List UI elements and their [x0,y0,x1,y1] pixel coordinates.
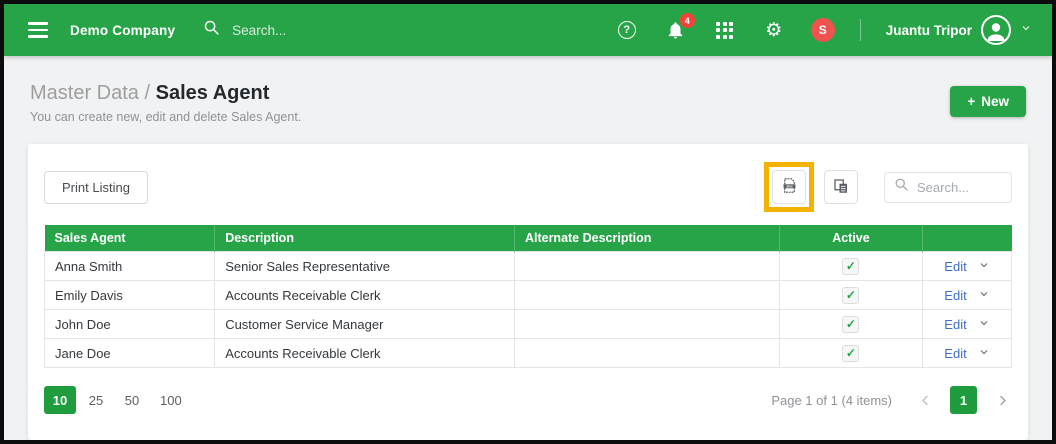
table-row: John Doe Customer Service Manager ✓ Edit [43,309,1012,339]
chevron-down-icon[interactable] [978,346,990,361]
new-button-label: New [981,94,1009,109]
avatar [981,15,1011,45]
page-size-25[interactable]: 25 [80,386,112,414]
table-row: Jane Doe Accounts Receivable Clerk ✓ Edi… [43,338,1012,368]
pagination-bar: 10 25 50 100 Page 1 of 1 (4 items) 1 [44,386,1012,414]
apps-grid-icon[interactable] [713,18,737,42]
cell-sales-agent: Anna Smith [43,251,216,281]
pager: Page 1 of 1 (4 items) 1 [771,386,1012,414]
notification-count-badge: 4 [679,13,695,28]
topbar-actions: ? 4 ⚙ S Juantu Tripor [615,13,1032,45]
sales-agent-table: Sales Agent Description Alternate Descri… [43,225,1012,368]
cell-alternate-description [513,280,780,310]
listing-card: Print Listing xlsx [28,144,1028,440]
page-number-button[interactable]: 1 [950,386,977,414]
breadcrumb-separator: / [144,82,151,104]
column-header-sales-agent[interactable]: Sales Agent [44,225,216,252]
cell-alternate-description [513,251,780,281]
chevron-down-icon[interactable] [978,288,990,303]
table-search-input[interactable] [917,179,1002,195]
table-search [884,171,1012,203]
column-header-active[interactable]: Active [779,225,924,252]
cell-description: Accounts Receivable Clerk [214,280,515,310]
export-highlight-ring: xlsx [764,162,814,212]
column-header-description[interactable]: Description [214,225,515,252]
table-header-row: Sales Agent Description Alternate Descri… [44,225,1012,252]
cell-sales-agent: John Doe [43,309,216,339]
table-row: Emily Davis Accounts Receivable Clerk ✓ … [43,280,1012,310]
page-content: Master Data / Sales Agent You can create… [4,56,1052,440]
top-navbar: Demo Company ? 4 ⚙ S Juantu Tripor [4,4,1052,56]
active-checkmark-icon: ✓ [842,315,860,333]
page-size-100[interactable]: 100 [152,386,190,414]
copy-icon [832,177,850,198]
cell-description: Customer Service Manager [214,309,515,339]
edit-link[interactable]: Edit [944,258,967,274]
chevron-left-icon[interactable] [915,387,935,413]
breadcrumb: Master Data / Sales Agent [30,82,301,105]
global-search [203,19,393,41]
column-header-actions [922,225,1012,252]
workspace-badge[interactable]: S [810,18,835,42]
page-size-50[interactable]: 50 [116,386,148,414]
excel-export-icon: xlsx [780,176,799,198]
global-search-input[interactable] [232,22,393,38]
chevron-down-icon[interactable] [978,317,990,332]
edit-link[interactable]: Edit [944,316,967,332]
search-icon [203,19,220,41]
active-checkmark-icon: ✓ [842,257,860,275]
user-menu[interactable]: Juantu Tripor [886,15,1032,45]
page-title: Sales Agent [155,82,270,104]
hamburger-menu-icon[interactable] [24,18,52,42]
cell-sales-agent: Jane Doe [43,338,216,368]
breadcrumb-parent[interactable]: Master Data [30,82,139,104]
new-button[interactable]: + New [950,86,1026,117]
page-size-10[interactable]: 10 [44,386,76,414]
column-header-alternate-description[interactable]: Alternate Description [514,225,780,252]
print-listing-button[interactable]: Print Listing [44,170,148,204]
cell-alternate-description [513,338,780,368]
export-excel-button[interactable]: xlsx [772,170,806,204]
table-row: Anna Smith Senior Sales Representative ✓… [43,251,1012,281]
pager-status: Page 1 of 1 (4 items) [771,392,892,408]
active-checkmark-icon: ✓ [842,344,860,362]
help-icon[interactable]: ? [615,18,639,42]
user-name: Juantu Tripor [885,22,972,38]
cell-description: Accounts Receivable Clerk [214,338,515,368]
chevron-down-icon [1020,21,1032,39]
company-name: Demo Company [70,22,176,38]
page-subtitle: You can create new, edit and delete Sale… [30,110,302,124]
chevron-right-icon[interactable] [992,387,1012,413]
cell-description: Senior Sales Representative [214,251,515,281]
cell-alternate-description [513,309,780,339]
cell-sales-agent: Emily Davis [43,280,216,310]
chevron-down-icon[interactable] [978,259,990,274]
search-icon [894,177,909,197]
topbar-divider [859,19,861,41]
edit-link[interactable]: Edit [944,287,967,303]
page-size-selector: 10 25 50 100 [44,386,190,414]
edit-link[interactable]: Edit [944,345,967,361]
plus-icon: + [967,94,976,109]
settings-gear-icon[interactable]: ⚙ [765,19,783,41]
active-checkmark-icon: ✓ [842,286,860,304]
listing-toolbar: Print Listing xlsx [44,162,1012,212]
page-header: Master Data / Sales Agent You can create… [28,82,1028,124]
copy-button[interactable] [824,170,858,204]
svg-text:xlsx: xlsx [786,185,793,189]
notifications-bell-icon[interactable]: 4 [664,13,695,42]
